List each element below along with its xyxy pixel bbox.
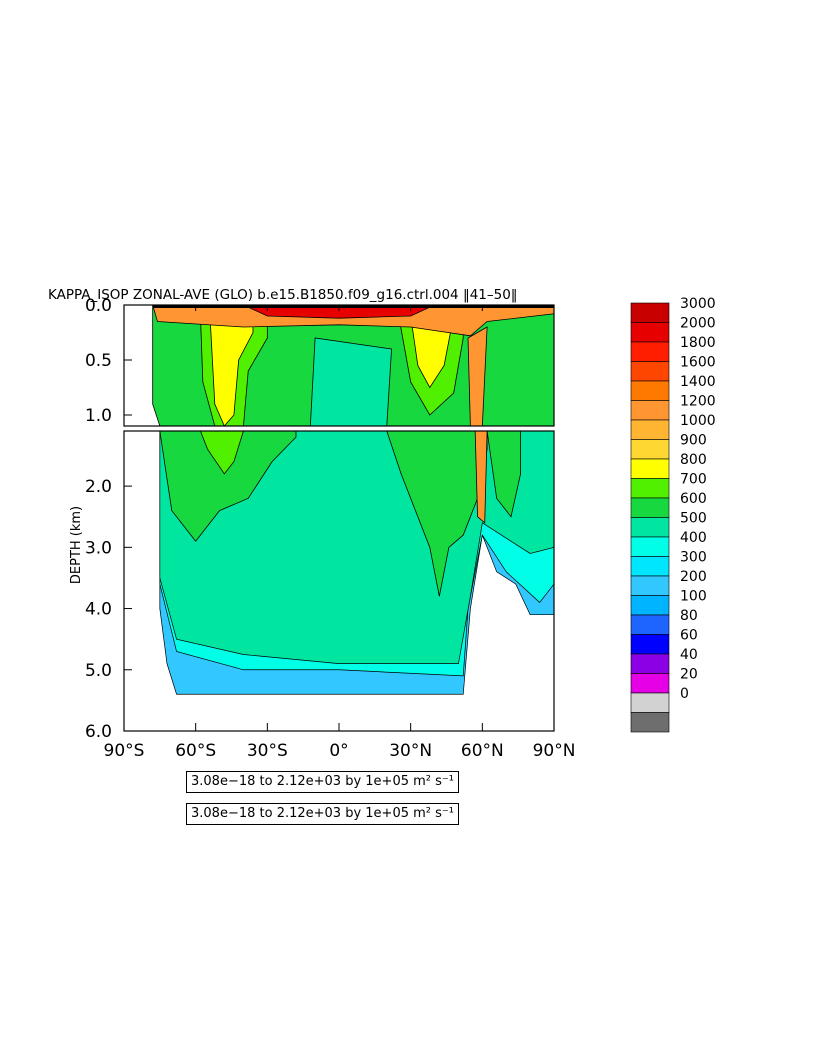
- colorbar-level-label: 400: [680, 530, 707, 546]
- colorbar-level-label: 3000: [680, 296, 716, 312]
- y-tick-label: 2.0: [85, 477, 112, 497]
- upper-panel-field: [152, 304, 555, 427]
- colorbar-level-label: 40: [680, 647, 698, 663]
- colorbar-level-label: 300: [680, 550, 707, 566]
- colorbar-swatch: [630, 361, 670, 382]
- colorbar-swatch: [630, 439, 670, 460]
- colorbar-swatch: [630, 614, 670, 635]
- colorbar-swatch: [630, 497, 670, 518]
- colorbar-level-label: 80: [680, 608, 698, 624]
- colorbar-swatch: [630, 536, 670, 557]
- colorbar-level-label: 60: [680, 628, 698, 644]
- y-tick-label: 5.0: [85, 661, 112, 681]
- colorbar-swatch: [630, 302, 670, 323]
- colorbar-level-label: 600: [680, 491, 707, 507]
- axis-ticks: 90°S 60°S 30°S 0° 30°N 60°N 90°N 0.0 0.5 1.0 2.0 3.…: [85, 296, 575, 761]
- y-tick-label: 0.0: [85, 296, 112, 316]
- colorbar-swatch: [630, 419, 670, 440]
- chart-title: KAPPA_ISOP ZONAL-AVE (GLO) b.e15.B1850.f…: [48, 287, 518, 303]
- x-tick-label: 30°N: [389, 741, 432, 761]
- x-tick-label: 60°S: [175, 741, 216, 761]
- colorbar-level-label: 1200: [680, 394, 716, 410]
- y-tick-label: 4.0: [85, 600, 112, 620]
- y-tick-label: 3.0: [85, 538, 112, 558]
- colorbar-level-label: 100: [680, 589, 707, 605]
- surface-dark-line: [152, 305, 554, 308]
- x-tick-label: 0°: [329, 741, 348, 761]
- colorbar-swatch: [630, 595, 670, 616]
- southern-green-region: [159, 430, 297, 542]
- colorbar-level-label: 200: [680, 569, 707, 585]
- colorbar-swatch: [630, 712, 670, 733]
- colorbar-swatch: [630, 673, 670, 694]
- colorbar-swatch: [630, 478, 670, 499]
- y-axis-label: DEPTH (km): [69, 506, 84, 584]
- colorbar-swatch: [630, 380, 670, 401]
- colorbar-swatch: [630, 400, 670, 421]
- contour-info-box-2: 3.08e−18 to 2.12e+03 by 1e+05 m² s⁻¹: [186, 803, 459, 825]
- upper-equatorial-aqua-region: [309, 337, 392, 427]
- colorbar-swatch: [630, 458, 670, 479]
- y-tick-label: 0.5: [85, 351, 112, 371]
- colorbar-level-label: 0: [680, 686, 689, 702]
- colorbar-level-label: 20: [680, 667, 698, 683]
- colorbar-level-label: 900: [680, 433, 707, 449]
- colorbar-swatch: [630, 692, 670, 713]
- colorbar-swatch: [630, 517, 670, 538]
- lower-panel-field: [159, 430, 555, 695]
- colorbar-level-label: 1800: [680, 335, 716, 351]
- contour-info-box-1: 3.08e−18 to 2.12e+03 by 1e+05 m² s⁻¹: [186, 771, 459, 793]
- colorbar-level-label: 1600: [680, 355, 716, 371]
- colorbar-level-label: 700: [680, 472, 707, 488]
- colorbar-swatch: [630, 341, 670, 362]
- x-tick-label: 30°S: [247, 741, 288, 761]
- y-tick-label: 6.0: [85, 722, 112, 742]
- western-boundary-orange-region: [474, 430, 488, 524]
- colorbar-level-label: 800: [680, 452, 707, 468]
- colorbar-swatch: [630, 556, 670, 577]
- x-tick-label: 60°N: [461, 741, 504, 761]
- colorbar-level-label: 500: [680, 511, 707, 527]
- y-tick-label: 1.0: [85, 406, 112, 426]
- colorbar-swatch: [630, 634, 670, 655]
- colorbar-swatch: [630, 322, 670, 343]
- colorbar-level-label: 1400: [680, 374, 716, 390]
- colorbar-level-label: 1000: [680, 413, 716, 429]
- x-tick-label: 90°N: [533, 741, 576, 761]
- colorbar-swatch: [630, 653, 670, 674]
- colorbar-swatch: [630, 575, 670, 596]
- x-tick-label: 90°S: [104, 741, 145, 761]
- colorbar: 3000200018001600140012001000900800700600…: [630, 296, 716, 733]
- colorbar-level-label: 2000: [680, 316, 716, 332]
